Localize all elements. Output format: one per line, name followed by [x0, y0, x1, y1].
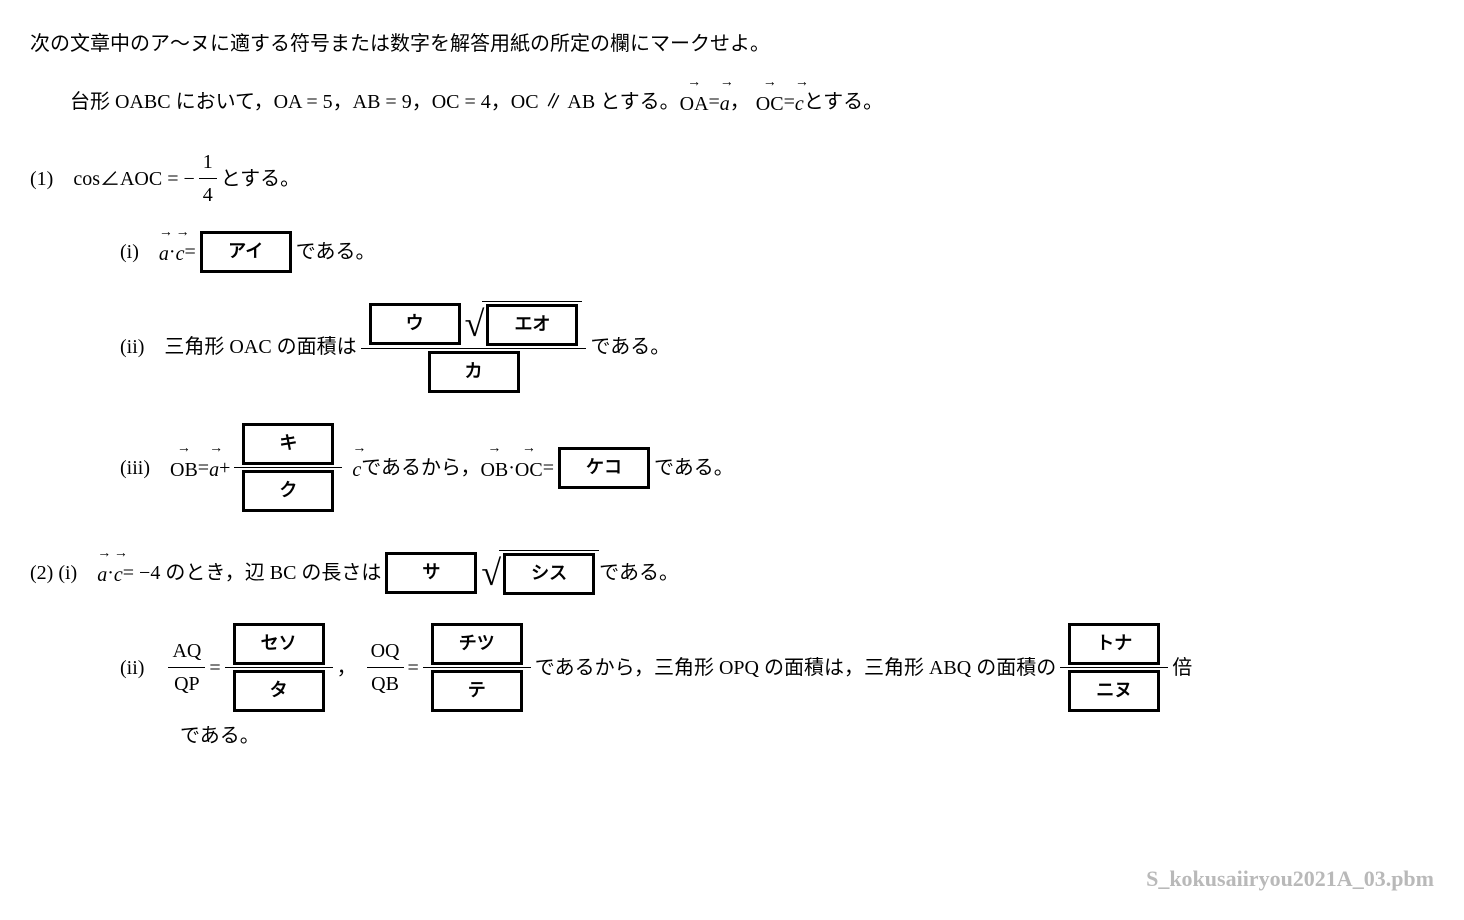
eq: = [408, 654, 419, 682]
mid-text: であるから，三角形 OPQ の面積は，三角形 ABQ の面積の [535, 654, 1056, 682]
part2-ii-tail: である。 [30, 722, 1434, 750]
dot-op: · [107, 559, 114, 587]
part1-header: (1) cos∠AOC = − 1 4 とする。 [30, 146, 1434, 211]
part1-i: (i) a · c = アイ である。 [30, 231, 1434, 273]
comma: ， [337, 654, 357, 682]
sqrt: √ シス [481, 550, 599, 595]
part2-i: (2) (i) a · c = −4 のとき，辺 BC の長さは サ √ シス … [30, 550, 1434, 595]
setup-tail: とする。 [804, 88, 883, 116]
answer-box-sa: サ [385, 552, 477, 594]
subpart-label: (ii) 三角形 OAC の面積は [120, 333, 357, 361]
frac-num: チツ [423, 621, 531, 668]
plus-op: + [219, 454, 230, 482]
frac-num: 1 [199, 146, 217, 179]
frac-1-4: 1 4 [199, 146, 217, 211]
instruction-text: 次の文章中のア～ヌに適する符号または数字を解答用紙の所定の欄にマークせよ。 [30, 30, 1434, 58]
frac-ki-ku: キ ク [234, 421, 342, 514]
vec-a: a [97, 557, 107, 589]
frac-num: セソ [225, 621, 333, 668]
answer-box-keko: ケコ [558, 447, 650, 489]
frac-den: カ [420, 349, 528, 395]
vec-OB: OB [480, 452, 508, 484]
answer-box-ku: ク [242, 470, 334, 512]
area-frac: ウ √ エオ カ [361, 299, 587, 395]
frac-seso-ta: セソ タ [225, 621, 333, 714]
answer-box-ta: タ [233, 670, 325, 712]
answer-box-chitsu: チツ [431, 623, 523, 665]
sqrt-content: エオ [482, 301, 582, 346]
part2-ii: (ii) AQ QP = セソ タ ， OQ QB = チツ テ [30, 621, 1434, 714]
problem-setup: 台形 OABC において，OA = 5，AB = 9，OC = 4，OC ∥ A… [30, 86, 1434, 118]
sqrt: √ エオ [465, 301, 583, 346]
vec-c: c [795, 86, 804, 118]
answer-box-tona: トナ [1068, 623, 1160, 665]
dearu: である。 [180, 722, 260, 750]
eq: = [209, 654, 220, 682]
answer-box-shisu: シス [503, 553, 595, 595]
answer-box-u: ウ [369, 303, 461, 345]
part1-tail: とする。 [221, 165, 300, 193]
vec-c: c [352, 452, 361, 484]
eq: = [784, 88, 795, 116]
dearu: である。 [590, 333, 670, 361]
frac-OQ-QB: OQ QB [367, 635, 404, 700]
eq: = [543, 454, 554, 482]
vec-OB: OB [170, 452, 198, 484]
dearu: である。 [654, 454, 734, 482]
vec-a: a [209, 452, 219, 484]
dearu: である。 [296, 238, 376, 266]
mid-text: であるから， [361, 454, 480, 482]
frac-chitsu-te: チツ テ [423, 621, 531, 714]
comma: ， [730, 88, 750, 116]
subpart-label: (ii) [120, 654, 164, 682]
vec-a: a [720, 86, 730, 118]
subpart-label: (i) [120, 238, 159, 266]
vec-a: a [159, 236, 169, 268]
frac-den: QP [170, 668, 204, 700]
frac-den: ク [234, 468, 342, 514]
part1-iii: (iii) OB = a + キ ク c であるから， OB · OC = ケコ… [30, 421, 1434, 514]
bai: 倍 [1172, 654, 1192, 682]
answer-box-ninu: ニヌ [1068, 670, 1160, 712]
frac-den: ニヌ [1060, 668, 1168, 714]
vec-OC: OC [515, 452, 543, 484]
frac-den: タ [225, 668, 333, 714]
mid-text: = −4 のとき，辺 BC の長さは [123, 559, 382, 587]
answer-box-ai: アイ [200, 231, 292, 273]
frac-AQ-QP: AQ QP [168, 635, 205, 700]
dearu: である。 [599, 559, 679, 587]
dot-op: · [169, 238, 176, 266]
part1-ii: (ii) 三角形 OAC の面積は ウ √ エオ カ である。 [30, 299, 1434, 395]
frac-den: テ [423, 668, 531, 714]
answer-box-eo: エオ [486, 304, 578, 346]
answer-box-te: テ [431, 670, 523, 712]
subpart-label: (2) (i) [30, 559, 97, 587]
eq: = [709, 88, 720, 116]
answer-box-seso: セソ [233, 623, 325, 665]
vec-OA: OA [680, 86, 709, 118]
frac-num: AQ [168, 635, 205, 668]
frac-tona-ninu: トナ ニヌ [1060, 621, 1168, 714]
frac-den: QB [367, 668, 403, 700]
vec-OC: OC [756, 86, 784, 118]
answer-box-ki: キ [242, 423, 334, 465]
vec-c: c [114, 557, 123, 589]
vec-c: c [176, 236, 185, 268]
part1-label: (1) cos∠AOC = − [30, 165, 195, 193]
answer-box-ka: カ [428, 351, 520, 393]
frac-num: ウ √ エオ [361, 299, 587, 349]
eq: = [198, 454, 209, 482]
subpart-label: (iii) [120, 454, 170, 482]
eq: = [184, 238, 195, 266]
setup-text: 台形 OABC において，OA = 5，AB = 9，OC = 4，OC ∥ A… [70, 88, 680, 116]
dot-op: · [508, 454, 515, 482]
file-watermark: S_kokusaiiryou2021A_03.pbm [1146, 866, 1434, 892]
frac-num: OQ [367, 635, 404, 668]
sqrt-content: シス [499, 550, 599, 595]
frac-num: キ [234, 421, 342, 468]
frac-num: トナ [1060, 621, 1168, 668]
frac-den: 4 [199, 179, 217, 211]
